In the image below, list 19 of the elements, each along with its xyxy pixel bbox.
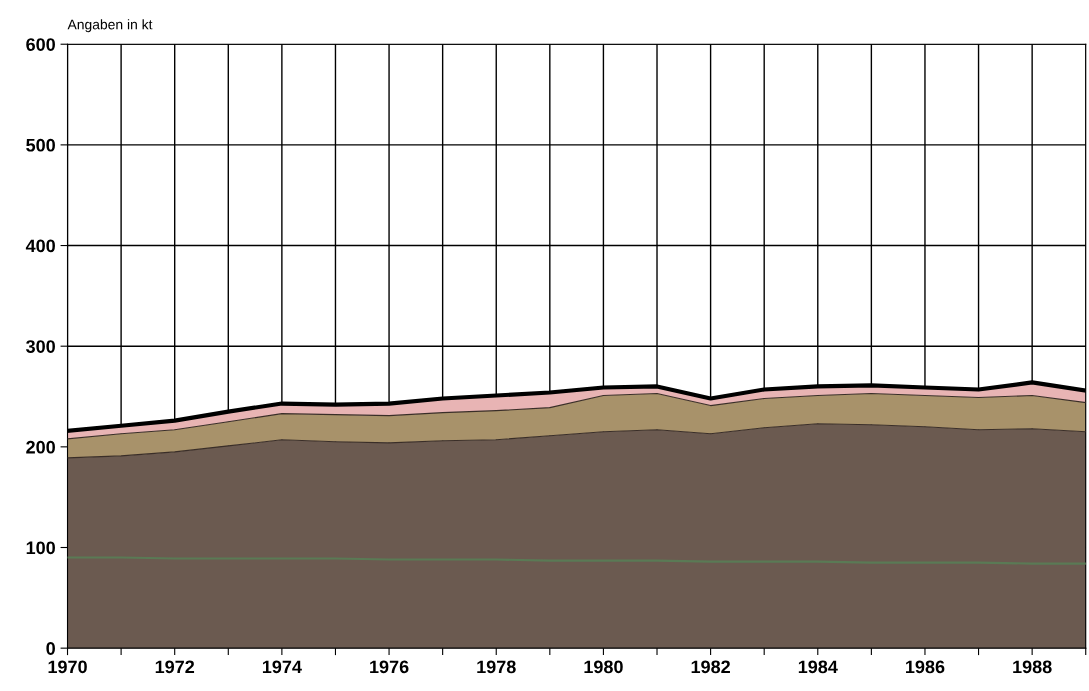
x-tick-label: 1984 (798, 660, 838, 674)
y-tick-label: 400 (25, 239, 55, 253)
y-tick-label: 200 (26, 440, 55, 454)
x-tick-label: 1972 (155, 660, 195, 674)
x-tick-label: 1976 (370, 660, 409, 674)
x-tick-label: 1974 (262, 660, 302, 674)
x-tick-label: 1986 (906, 660, 945, 674)
x-tick-label: 1970 (48, 660, 87, 674)
x-tick-label: 1978 (477, 660, 516, 674)
x-tick-label: 1988 (1013, 660, 1052, 674)
y-axis-title: Angaben in kt (67, 19, 153, 33)
y-tick-label: 600 (26, 38, 55, 51)
x-tick-label: 1982 (691, 660, 730, 674)
y-tick-label: 500 (26, 138, 55, 152)
line-series (67, 556, 1086, 565)
y-tick-label: 0 (46, 642, 55, 655)
y-tick-label: 300 (26, 340, 55, 353)
y-tick-label: 100 (26, 541, 55, 555)
x-tick-label: 1980 (584, 660, 623, 674)
